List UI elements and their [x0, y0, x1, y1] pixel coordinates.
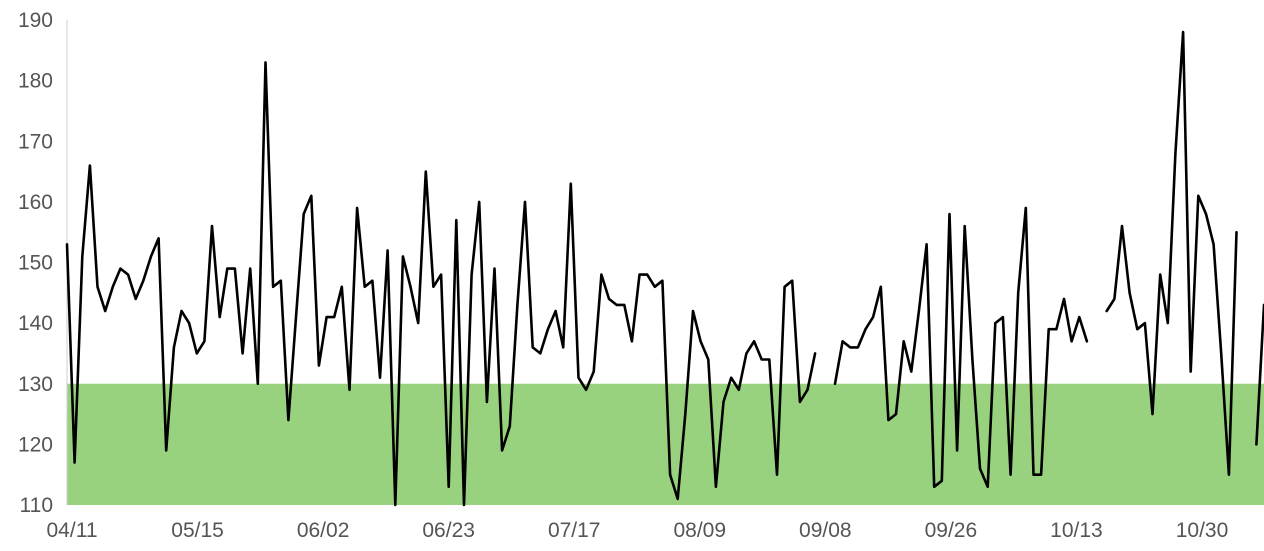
data-line-layer [65, 30, 1264, 507]
x-tick-label: 07/17 [548, 519, 601, 542]
target-band-layer [67, 383, 1264, 505]
x-tick-label: 06/23 [422, 519, 475, 542]
x-tick-label: 09/08 [799, 519, 852, 542]
x-tick-label: 09/26 [925, 519, 978, 542]
y-tick-label: 180 [18, 70, 53, 93]
target-range-band [67, 383, 1264, 505]
data-line-segment [1105, 30, 1238, 477]
x-tick-label: 08/09 [673, 519, 726, 542]
x-tick-label: 10/30 [1176, 519, 1229, 542]
y-tick-label: 170 [18, 130, 53, 153]
y-tick-label: 110 [20, 494, 53, 517]
x-tick-label: 10/13 [1050, 519, 1103, 542]
data-line-segment [1255, 303, 1264, 446]
y-tick-label: 160 [18, 191, 53, 214]
tick-label-layer: 110 120 130 140 150 160 170 180 190 04/11 05/15 06/… [18, 9, 1228, 542]
y-tick-label: 140 [18, 312, 53, 335]
y-tick-label: 150 [18, 252, 53, 275]
x-tick-label: 06/02 [297, 519, 350, 542]
x-tick-label: 05/15 [171, 519, 224, 542]
y-tick-label: 190 [18, 9, 53, 32]
data-line-segment [833, 206, 1089, 489]
y-tick-label: 130 [18, 373, 53, 396]
x-tick-label: 04/11 [47, 519, 98, 542]
data-line-segment [65, 61, 817, 507]
y-tick-label: 120 [18, 433, 53, 456]
